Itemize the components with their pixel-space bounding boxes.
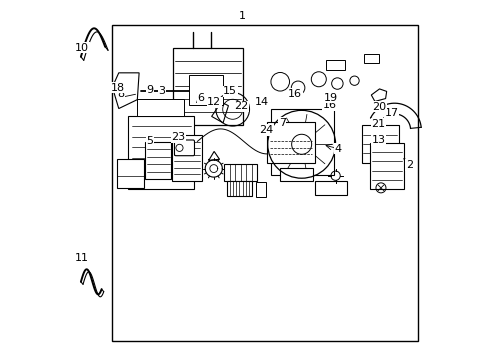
Text: 13: 13 xyxy=(371,135,385,145)
Bar xyxy=(227,181,251,196)
Bar xyxy=(173,48,242,125)
Text: 10: 10 xyxy=(75,43,89,53)
Bar xyxy=(255,182,265,197)
Bar xyxy=(315,181,346,195)
Text: 15: 15 xyxy=(223,86,237,96)
Text: 21: 21 xyxy=(371,118,385,129)
Text: 5: 5 xyxy=(146,136,153,147)
Text: 14: 14 xyxy=(254,97,268,107)
Text: 24: 24 xyxy=(259,125,273,135)
Text: 20: 20 xyxy=(372,102,386,112)
Bar xyxy=(361,125,398,163)
Bar xyxy=(266,122,314,163)
Text: 23: 23 xyxy=(171,132,185,142)
Text: 2: 2 xyxy=(405,160,412,170)
Bar xyxy=(325,60,344,70)
Text: 12: 12 xyxy=(206,97,221,107)
Text: 22: 22 xyxy=(233,102,247,111)
FancyBboxPatch shape xyxy=(174,140,194,156)
Bar xyxy=(189,75,223,105)
Text: 16: 16 xyxy=(322,100,336,110)
Text: 1: 1 xyxy=(239,11,246,21)
Bar xyxy=(145,142,171,179)
Bar xyxy=(369,143,404,189)
Bar xyxy=(224,163,257,181)
Text: 7: 7 xyxy=(278,118,285,128)
Text: 9: 9 xyxy=(146,85,153,95)
Bar xyxy=(364,54,378,63)
Bar xyxy=(271,109,333,175)
Text: 3: 3 xyxy=(158,86,165,96)
Text: 16: 16 xyxy=(287,89,302,99)
Text: 17: 17 xyxy=(384,108,398,118)
Bar xyxy=(112,24,417,341)
Text: 8: 8 xyxy=(118,89,124,99)
Text: 19: 19 xyxy=(323,93,337,103)
Bar xyxy=(172,135,201,181)
Bar xyxy=(137,99,183,116)
Text: 11: 11 xyxy=(75,253,89,263)
Text: 6: 6 xyxy=(197,93,204,103)
Text: 18: 18 xyxy=(110,83,124,93)
Bar xyxy=(116,158,144,188)
Bar xyxy=(128,116,194,189)
Text: 4: 4 xyxy=(334,144,341,154)
Bar xyxy=(279,168,312,181)
